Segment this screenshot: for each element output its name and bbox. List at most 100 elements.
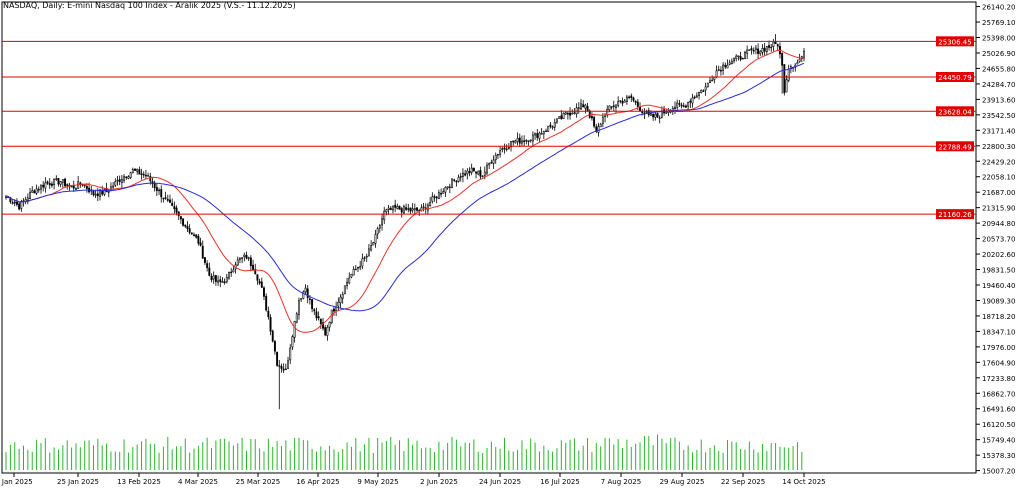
level-label: 23628.04 xyxy=(938,108,972,116)
candle-body xyxy=(457,177,460,182)
candle-body xyxy=(744,51,746,59)
candle-body xyxy=(289,347,292,361)
y-tick-label: 15007.20 xyxy=(982,468,1015,476)
candle-body xyxy=(186,226,189,230)
candle-body xyxy=(549,124,552,127)
candle-body xyxy=(42,184,45,188)
candle-body xyxy=(337,301,340,307)
y-tick-label: 25398.00 xyxy=(982,35,1015,43)
candle-body xyxy=(470,167,473,173)
candle-body xyxy=(160,189,163,198)
candle-body xyxy=(245,254,248,259)
level-tag xyxy=(936,36,974,47)
candle-body xyxy=(164,197,167,199)
candle-body xyxy=(409,207,412,212)
candle-body xyxy=(770,46,773,49)
candle-body xyxy=(376,228,379,235)
candle-body xyxy=(70,186,73,188)
candle-body xyxy=(488,163,491,166)
y-tick-label: 17233.80 xyxy=(982,375,1015,383)
candle-body xyxy=(238,258,241,260)
candle-body xyxy=(492,159,495,164)
y-tick-label: 16491.60 xyxy=(982,406,1015,414)
candle-body xyxy=(464,173,467,176)
plot-frame xyxy=(1,1,977,474)
candle-body xyxy=(459,176,462,178)
candle-body xyxy=(381,218,383,226)
candle-body xyxy=(580,103,582,110)
candle-body xyxy=(394,204,397,208)
candle-body xyxy=(781,52,784,66)
candle-body xyxy=(468,171,471,174)
candle-body xyxy=(735,55,738,60)
candle-body xyxy=(53,178,56,185)
candle-body xyxy=(33,190,36,194)
candle-body xyxy=(332,308,335,312)
candle-body xyxy=(367,248,370,257)
candle-body xyxy=(730,60,733,64)
candle-body xyxy=(280,366,283,369)
candle-body xyxy=(311,299,314,309)
candle-body xyxy=(577,107,580,110)
candle-body xyxy=(562,113,565,119)
candle-body xyxy=(776,44,779,47)
candle-body xyxy=(429,201,432,206)
candle-body xyxy=(179,216,182,220)
candle-body xyxy=(212,275,215,280)
candle-body xyxy=(512,140,515,143)
candle-body xyxy=(514,140,517,144)
candle-body xyxy=(461,172,464,177)
candle-body xyxy=(193,234,195,236)
candle-body xyxy=(486,164,488,174)
candle-body xyxy=(20,200,23,209)
candle-body xyxy=(538,132,541,139)
candle-body xyxy=(214,275,217,282)
candle-body xyxy=(55,178,58,180)
candle-body xyxy=(66,184,69,186)
candle-body xyxy=(223,281,226,284)
candle-body xyxy=(44,182,47,189)
candle-body xyxy=(96,193,99,197)
candle-body xyxy=(680,104,683,107)
candle-body xyxy=(733,58,735,62)
candle-body xyxy=(306,288,309,299)
candle-body xyxy=(339,296,342,304)
candle-body xyxy=(127,176,130,179)
candle-body xyxy=(343,285,346,295)
candle-body xyxy=(48,183,51,186)
candle-body xyxy=(103,189,106,195)
candle-body xyxy=(440,193,443,195)
candle-body xyxy=(494,154,497,161)
candle-body xyxy=(676,102,679,108)
y-tick-label: 15378.30 xyxy=(982,452,1015,460)
candle-body xyxy=(182,218,185,226)
candle-body xyxy=(518,137,521,144)
candle-body xyxy=(352,268,355,276)
candle-body xyxy=(210,275,213,281)
candle-body xyxy=(634,100,637,103)
candle-body xyxy=(162,197,165,200)
candle-body xyxy=(628,96,631,99)
candle-body xyxy=(400,208,403,213)
candle-body xyxy=(37,188,40,191)
candle-body xyxy=(774,41,777,45)
candle-body xyxy=(383,210,386,221)
candle-body xyxy=(545,130,547,133)
candle-body xyxy=(300,298,303,300)
candle-body xyxy=(155,187,158,191)
candle-body xyxy=(693,96,696,99)
candle-body xyxy=(551,126,554,128)
candle-body xyxy=(199,242,202,246)
candle-body xyxy=(752,49,755,52)
candle-body xyxy=(658,117,661,119)
candle-body xyxy=(252,264,255,271)
candle-body xyxy=(446,186,449,189)
candle-body xyxy=(625,96,628,103)
candle-body xyxy=(319,318,322,324)
candle-body xyxy=(560,115,563,120)
candle-body xyxy=(569,112,572,116)
level-label: 24450.79 xyxy=(938,74,971,82)
candle-body xyxy=(112,185,115,188)
candle-body xyxy=(704,86,707,91)
candle-body xyxy=(413,208,416,211)
